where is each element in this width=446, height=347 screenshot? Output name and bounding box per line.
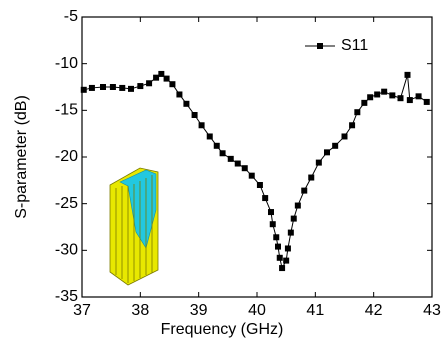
- data-point: [214, 143, 220, 149]
- data-point: [128, 86, 134, 92]
- data-point: [407, 97, 413, 103]
- antenna-inset: [110, 168, 158, 285]
- data-point: [169, 81, 175, 87]
- data-point: [158, 71, 164, 77]
- data-point: [342, 133, 348, 139]
- data-point: [295, 203, 301, 209]
- data-point: [316, 160, 322, 166]
- data-point: [89, 85, 95, 91]
- x-tick-label: 43: [423, 302, 441, 319]
- data-point: [207, 133, 213, 139]
- data-point: [268, 209, 274, 215]
- data-point: [277, 255, 283, 261]
- x-tick-label: 39: [190, 302, 208, 319]
- data-point: [349, 122, 355, 128]
- x-tick-label: 41: [306, 302, 324, 319]
- data-point: [283, 258, 289, 264]
- data-point: [374, 91, 380, 97]
- data-point: [416, 93, 422, 99]
- y-tick-label: -10: [55, 55, 78, 72]
- data-point: [275, 244, 281, 250]
- data-point: [220, 150, 226, 156]
- data-point: [119, 85, 125, 91]
- data-point: [262, 195, 268, 201]
- y-tick-label: -30: [55, 242, 78, 259]
- legend-label: S11: [341, 37, 368, 54]
- data-point: [153, 75, 159, 81]
- data-point: [146, 80, 152, 86]
- data-point: [361, 100, 367, 106]
- data-point: [279, 265, 285, 271]
- data-point: [176, 91, 182, 97]
- data-point: [137, 83, 143, 89]
- data-point: [398, 95, 404, 101]
- data-point: [228, 156, 234, 162]
- x-tick-label: 42: [365, 302, 383, 319]
- data-point: [270, 221, 276, 227]
- x-tick-label: 38: [131, 302, 149, 319]
- x-axis-label: Frequency (GHz): [161, 321, 284, 338]
- x-tick-label: 40: [248, 302, 266, 319]
- data-point: [235, 161, 241, 167]
- data-point: [164, 76, 170, 82]
- data-point: [285, 245, 291, 251]
- data-point: [405, 72, 411, 78]
- data-point: [81, 87, 87, 93]
- data-point: [199, 122, 205, 128]
- data-point: [354, 109, 360, 115]
- data-point: [324, 149, 330, 155]
- data-point: [301, 188, 307, 194]
- data-point: [183, 101, 189, 107]
- data-point: [242, 165, 248, 171]
- y-tick-label: -15: [55, 102, 78, 119]
- data-point: [291, 216, 297, 222]
- data-point: [389, 92, 395, 98]
- y-tick-label: -5: [64, 8, 78, 25]
- y-tick-label: -35: [55, 288, 78, 305]
- legend-marker: [317, 43, 323, 49]
- data-point: [192, 112, 198, 118]
- data-point: [273, 234, 279, 240]
- y-axis-label: S-parameter (dB): [13, 95, 30, 219]
- y-tick-label: -20: [55, 148, 78, 165]
- data-point: [288, 230, 294, 236]
- data-point: [257, 182, 263, 188]
- data-point: [249, 173, 255, 179]
- data-point: [100, 84, 106, 90]
- data-point: [367, 94, 373, 100]
- data-point: [308, 175, 314, 181]
- chart: Frequency (GHz) S-parameter (dB) 3738394…: [0, 0, 446, 347]
- data-point: [110, 84, 116, 90]
- data-point: [424, 99, 430, 105]
- y-tick-label: -25: [55, 195, 78, 212]
- data-point: [381, 89, 387, 95]
- data-point: [332, 143, 338, 149]
